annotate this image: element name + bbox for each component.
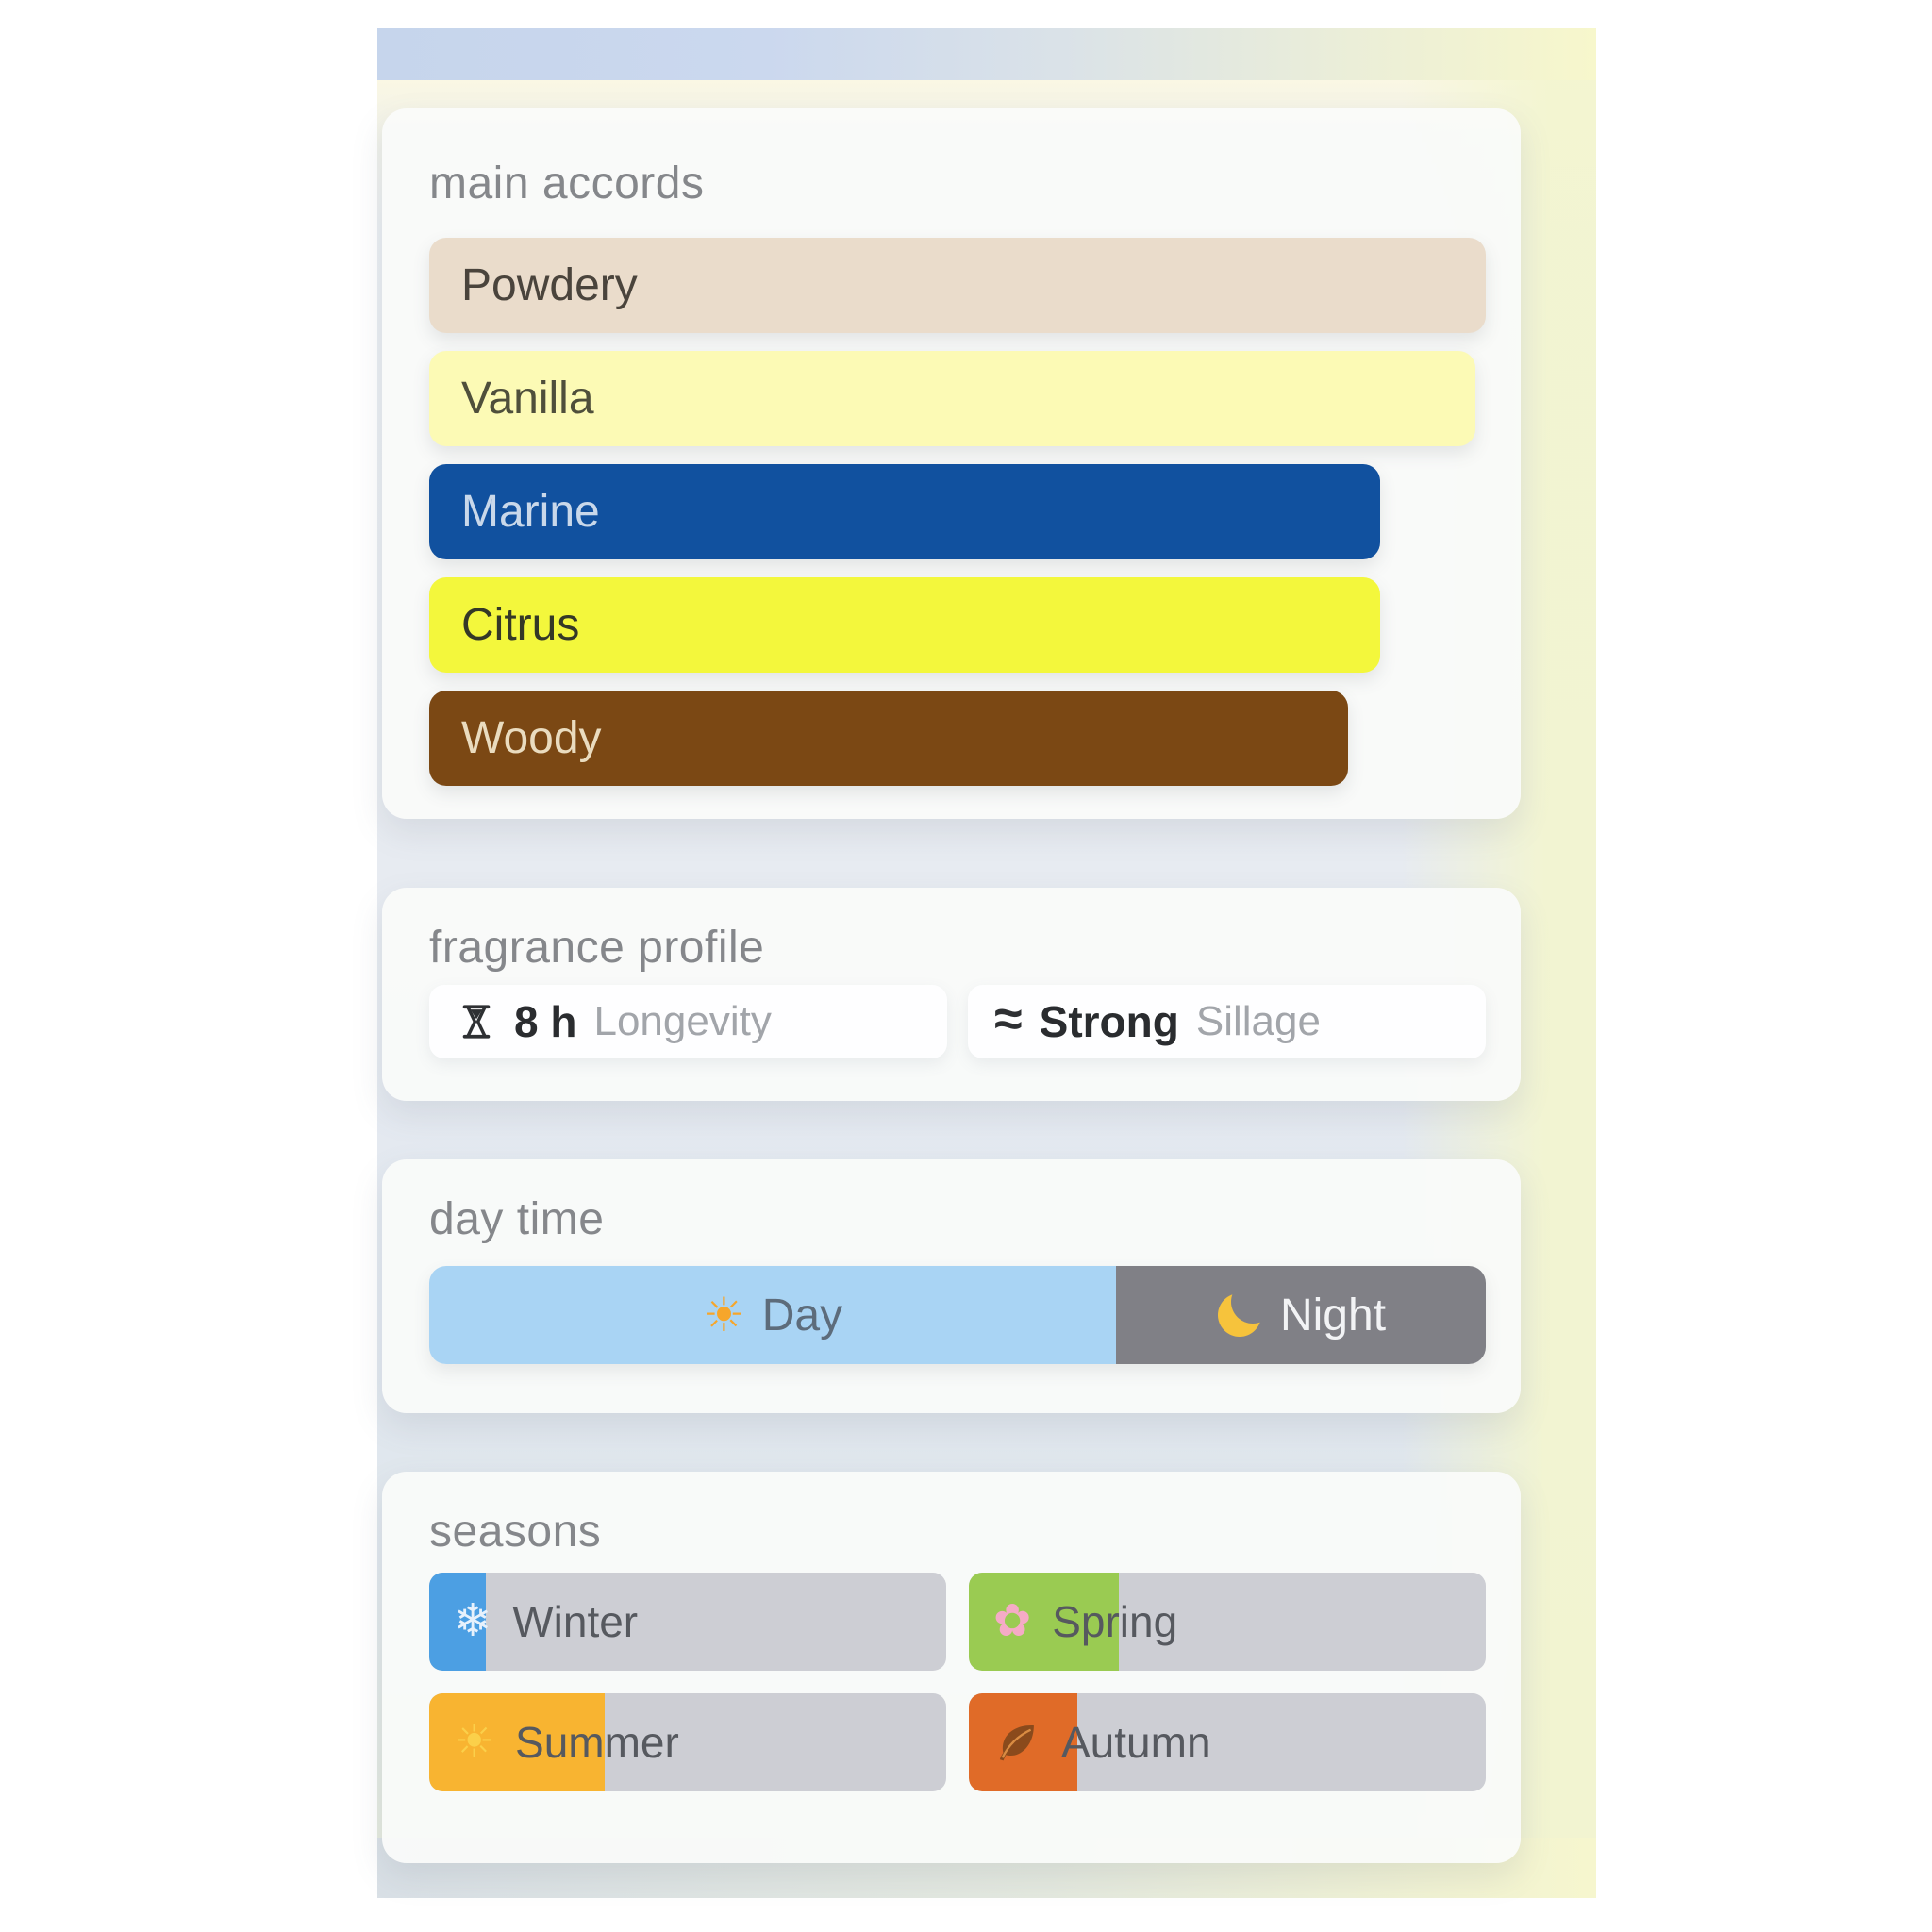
day-label: Day (761, 1290, 843, 1341)
accord-label: Marine (461, 487, 600, 537)
night-segment[interactable]: Night (1116, 1266, 1486, 1364)
seasons-title: seasons (429, 1507, 602, 1557)
hourglass-icon (462, 1005, 491, 1039)
day-segment[interactable]: ☀ Day (429, 1266, 1116, 1364)
day-night-bar: ☀ Day Night (429, 1266, 1486, 1364)
accord-label: Powdery (461, 260, 638, 310)
longevity-label: Longevity (593, 998, 772, 1044)
cherry-blossom-icon: ✿ (993, 1596, 1032, 1646)
season-fill (969, 1573, 1119, 1671)
season-label: Autumn (1061, 1718, 1211, 1767)
accord-bar-powdery[interactable]: Powdery (429, 238, 1486, 333)
accord-bar-woody[interactable]: Woody (429, 691, 1349, 786)
season-grid: ❄ Winter ✿ Spring ☀ Summer (429, 1573, 1486, 1791)
day-time-title: day time (429, 1194, 605, 1244)
season-fill (429, 1693, 606, 1791)
crescent-moon-icon (1216, 1280, 1274, 1339)
accord-bar-citrus[interactable]: Citrus (429, 577, 1380, 673)
accord-label: Woody (461, 713, 602, 763)
snowflake-icon: ❄ (454, 1596, 492, 1646)
main-accords-title: main accords (429, 158, 705, 208)
season-label: Summer (515, 1718, 679, 1767)
seasons-card: seasons ❄ Winter ✿ Spring ☀ (382, 1472, 1521, 1863)
season-label: Spring (1052, 1597, 1178, 1646)
sun-icon: ☀ (702, 1289, 745, 1341)
waves-icon: ≈ (994, 991, 1023, 1047)
longevity-stat: 8 h Longevity (429, 985, 947, 1058)
profile-stats-row: 8 h Longevity ≈ Strong Sillage (429, 985, 1486, 1058)
season-winter[interactable]: ❄ Winter (429, 1573, 946, 1671)
main-accords-card: main accords Powdery Vanilla Marine Citr… (382, 108, 1521, 819)
fragrance-profile-title: fragrance profile (429, 923, 765, 973)
sillage-value: Strong (1039, 997, 1179, 1046)
sillage-label: Sillage (1195, 998, 1321, 1044)
season-autumn[interactable]: Autumn (969, 1693, 1486, 1791)
sun-icon: ☀ (454, 1717, 495, 1767)
day-time-card: day time ☀ Day Night (382, 1159, 1521, 1413)
accord-bar-marine[interactable]: Marine (429, 464, 1380, 559)
accord-label: Citrus (461, 600, 580, 650)
accord-bar-vanilla[interactable]: Vanilla (429, 351, 1475, 446)
accord-label: Vanilla (461, 374, 594, 424)
season-fill (429, 1573, 487, 1671)
season-summer[interactable]: ☀ Summer (429, 1693, 946, 1791)
season-label: Winter (512, 1597, 639, 1646)
fallen-leaf-icon (993, 1719, 1041, 1766)
sillage-stat: ≈ Strong Sillage (968, 985, 1486, 1058)
longevity-value: 8 h (514, 997, 577, 1046)
night-label: Night (1279, 1290, 1387, 1341)
fragrance-profile-card: fragrance profile 8 h Longevity ≈ Strong… (382, 888, 1521, 1101)
accord-list: Powdery Vanilla Marine Citrus Woody (429, 238, 1486, 786)
season-spring[interactable]: ✿ Spring (969, 1573, 1486, 1671)
